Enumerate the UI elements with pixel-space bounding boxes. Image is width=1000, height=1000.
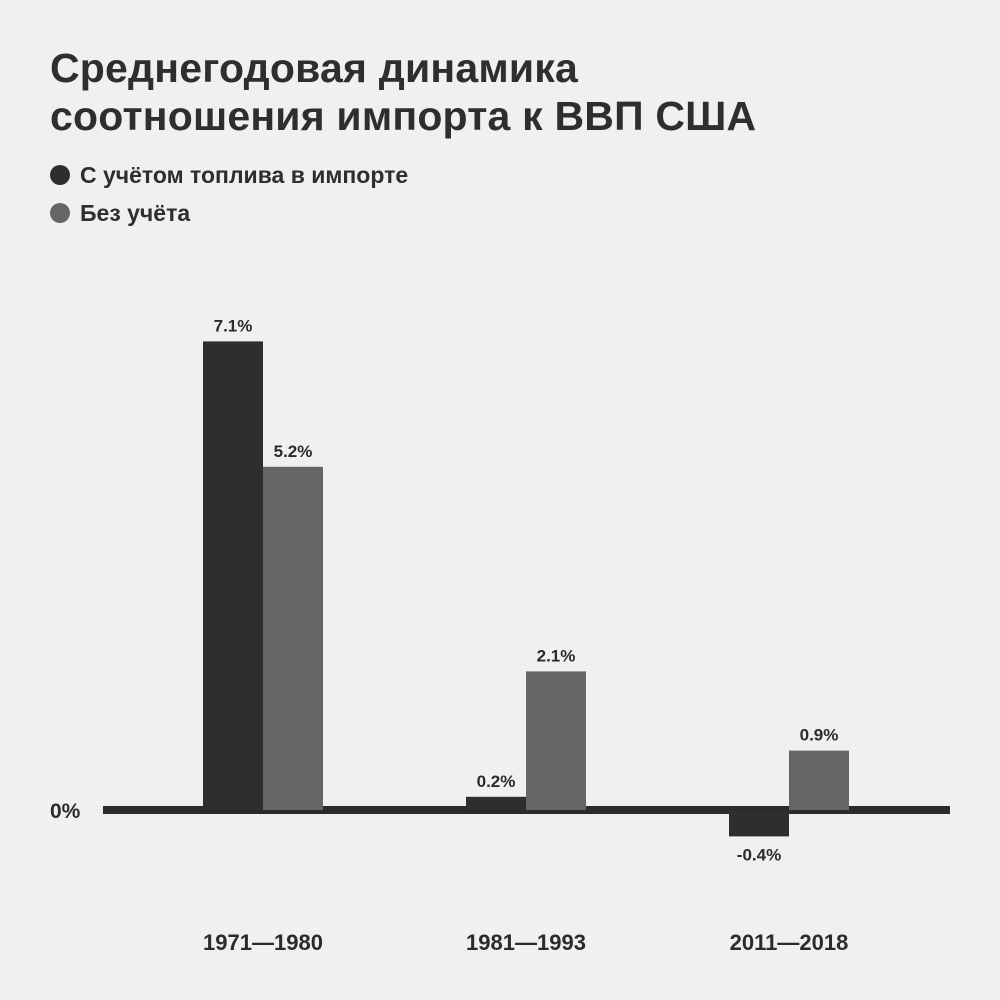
legend-dot-with-fuel	[50, 165, 70, 185]
bar-without-fuel-1	[263, 466, 323, 810]
chart-title-line-1: Среднегодовая динамика	[50, 45, 578, 91]
category-label-2: 1981—1993	[466, 930, 586, 955]
bar-without-fuel-2	[526, 671, 586, 810]
chart-legend: С учётом топлива в импорте Без учёта	[50, 156, 408, 232]
chart-title: Среднегодовая динамика соотношения импор…	[50, 44, 950, 140]
bar-with-fuel-1	[203, 341, 263, 810]
data-label-with-fuel-3: -0.4%	[737, 845, 781, 864]
data-label-with-fuel-2: 0.2%	[477, 772, 516, 791]
legend-item-with-fuel: С учётом топлива в импорте	[50, 156, 408, 194]
category-label-3: 2011—2018	[730, 930, 849, 955]
bar-with-fuel-2	[466, 796, 526, 810]
data-label-with-fuel-1: 7.1%	[214, 316, 253, 335]
legend-label-without-fuel: Без учёта	[80, 199, 191, 226]
bar-without-fuel-3	[789, 750, 849, 810]
legend-label-with-fuel: С учётом топлива в импорте	[80, 161, 409, 188]
zero-axis-label: 0%	[50, 800, 81, 823]
chart-title-line-2: соотношения импорта к ВВП США	[50, 93, 757, 139]
data-label-without-fuel-1: 5.2%	[274, 442, 313, 461]
legend-item-without-fuel: Без учёта	[50, 194, 408, 232]
data-label-without-fuel-3: 0.9%	[800, 726, 839, 745]
bar-with-fuel-3	[729, 810, 789, 837]
category-label-1: 1971—1980	[203, 930, 323, 955]
data-label-without-fuel-2: 2.1%	[537, 646, 576, 665]
legend-dot-without-fuel	[50, 203, 70, 223]
